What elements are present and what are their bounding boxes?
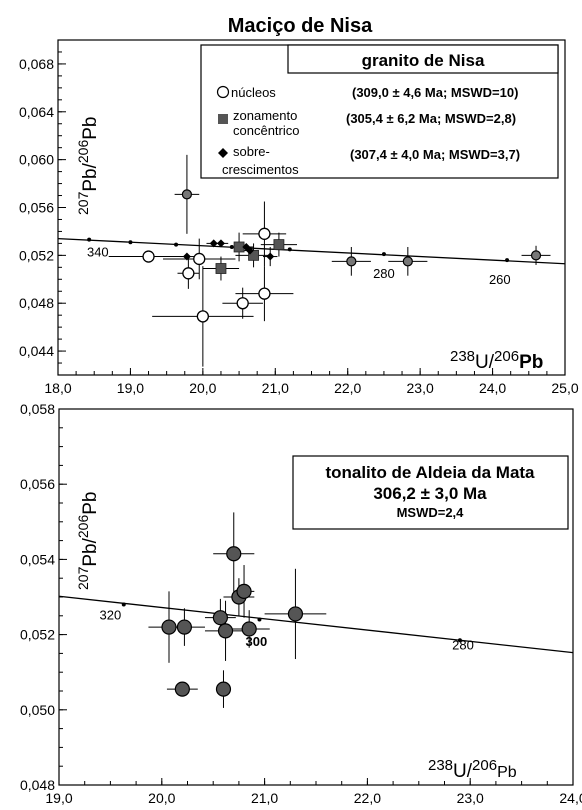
legend-label-zonamento: zonamento	[233, 108, 297, 123]
legend-marker-diamond	[218, 148, 228, 158]
data-point-diamond	[266, 252, 275, 261]
data-point-diamond	[216, 239, 225, 248]
y-tick-label: 0,056	[19, 200, 54, 216]
y-tick-label: 0,068	[19, 56, 54, 72]
concordia-age-tick	[121, 602, 126, 607]
legend-label-nucleos: núcleos	[231, 85, 276, 100]
data-point-circle-open	[193, 252, 206, 266]
concordia-line	[57, 237, 566, 265]
x-tick-label: 19,0	[117, 380, 144, 396]
chart-granito-de-nisa: 0,044 0,048 0,052 0,056 0,060 0,064 0,068 18,0…	[19, 39, 579, 396]
data-point-circle	[530, 250, 542, 261]
data-point-square	[273, 239, 285, 250]
y-tick-label: 0,052	[20, 627, 55, 643]
x-tick-label: 23,0	[457, 790, 484, 806]
y-axis-label: 207Pb/206Pb	[75, 492, 101, 591]
x-tick-label: 23,0	[407, 380, 434, 396]
legend-result-zonamento: (305,4 ± 6,2 Ma; MSWD=2,8)	[346, 111, 516, 126]
data-point-circle	[236, 583, 252, 599]
concordia-age-tick	[128, 240, 133, 245]
concordia-age-label: 340	[87, 245, 109, 260]
chart-tonalito-de-aldeia-da-mata: 0,048 0,050 0,052 0,054 0,056 0,058 19,0 20,0 2…	[20, 401, 582, 806]
x-tick-label: 21,0	[251, 790, 278, 806]
concordia-age-tick	[457, 638, 462, 643]
x-tick-label: 20,0	[148, 790, 175, 806]
concordia-age-label: 260	[489, 272, 511, 287]
x-tick-label: 22,0	[334, 380, 361, 396]
data-point-circle-open	[142, 250, 155, 263]
concordia-age-tick	[505, 258, 510, 263]
legend-marker-square	[218, 114, 228, 124]
legend-label-sobre: sobre-	[233, 144, 270, 159]
y-tick-label: 0,052	[19, 247, 54, 263]
data-point-circle	[287, 606, 304, 622]
data-point-diamond	[182, 252, 191, 261]
x-tick-label: 22,0	[354, 790, 381, 806]
data-point-circle	[346, 256, 357, 267]
y-tick-label: 0,064	[19, 104, 54, 120]
x-tick-label: 20,0	[189, 380, 216, 396]
data-point-circle-open	[236, 297, 249, 310]
data-point-circle	[402, 256, 413, 267]
data-point-square	[215, 263, 227, 274]
legend-age: 306,2 ± 3,0 Ma	[373, 484, 487, 503]
concordia-age-label: 300	[246, 634, 268, 649]
y-tick-label: 0,056	[20, 476, 55, 492]
data-point-circle	[215, 681, 232, 697]
data-point-circle	[217, 623, 234, 639]
data-point-circle	[181, 189, 193, 200]
y-tick-label: 0,058	[20, 401, 55, 417]
x-tick-label: 24,0	[479, 380, 506, 396]
x-tick-label: 19,0	[45, 790, 72, 806]
x-axis-label: 238U/206Pb	[450, 348, 543, 373]
legend-label-crescimentos: crescimentos	[222, 162, 299, 177]
data-point-circle	[161, 619, 177, 635]
y-tick-label: 0,048	[20, 777, 55, 793]
x-tick-label: 25,0	[551, 380, 578, 396]
legend-title-box	[287, 44, 559, 74]
y-tick-label: 0,054	[20, 551, 55, 567]
data-point-circle	[226, 546, 242, 562]
data-point-circle-open	[196, 310, 210, 323]
data-point-circle-open	[258, 287, 271, 300]
legend-marker-open-circle	[216, 85, 230, 99]
y-tick-label: 0,060	[19, 152, 54, 168]
y-axis-label: 207Pb/206Pb	[75, 117, 101, 216]
data-point-circle	[176, 619, 193, 635]
data-point-circle	[174, 681, 190, 697]
legend-result-sobre: (307,4 ± 4,0 Ma; MSWD=3,7)	[350, 147, 520, 162]
legend-result-nucleos: (309,0 ± 4,6 Ma; MSWD=10)	[352, 85, 518, 100]
legend: granito de Nisa núcleos (309,0 ± 4,6 Ma;…	[200, 44, 559, 179]
legend-title: tonalito de Aldeia da Mata	[325, 463, 535, 482]
legend-label-concentrico: concêntrico	[233, 123, 299, 138]
data-point-circle-open	[258, 227, 271, 240]
legend-mswd: MSWD=2,4	[397, 505, 465, 520]
x-tick-label: 21,0	[262, 380, 289, 396]
legend-box	[292, 455, 569, 530]
legend-title: granito de Nisa	[362, 51, 485, 70]
concordia-age-tick	[257, 617, 262, 622]
concordia-age-label: 280	[452, 638, 474, 653]
data-point-circle-open	[182, 267, 195, 280]
page-title: Maciço de Nisa	[228, 15, 373, 37]
data-point-diamond	[209, 239, 218, 248]
concordia-age-tick	[174, 242, 179, 247]
data-point-circle	[212, 610, 228, 626]
legend: tonalito de Aldeia da Mata 306,2 ± 3,0 M…	[292, 455, 569, 530]
concordia-age-tick	[87, 237, 92, 242]
y-tick-label: 0,044	[19, 343, 54, 359]
y-tick-label: 0,050	[20, 702, 55, 718]
concordia-line	[58, 595, 574, 654]
concordia-age-label: 320	[100, 608, 122, 623]
data-point-diamond	[245, 246, 254, 255]
concordia-age-tick	[381, 252, 386, 257]
concordia-age-label: 280	[373, 266, 395, 281]
x-tick-label: 18,0	[44, 380, 71, 396]
data-point-circle	[241, 621, 257, 637]
x-axis-label: 238U/206Pb	[428, 757, 517, 782]
x-tick-label: 24,0	[559, 790, 582, 806]
concordia-age-tick	[287, 247, 292, 252]
y-tick-label: 0,048	[19, 295, 54, 311]
